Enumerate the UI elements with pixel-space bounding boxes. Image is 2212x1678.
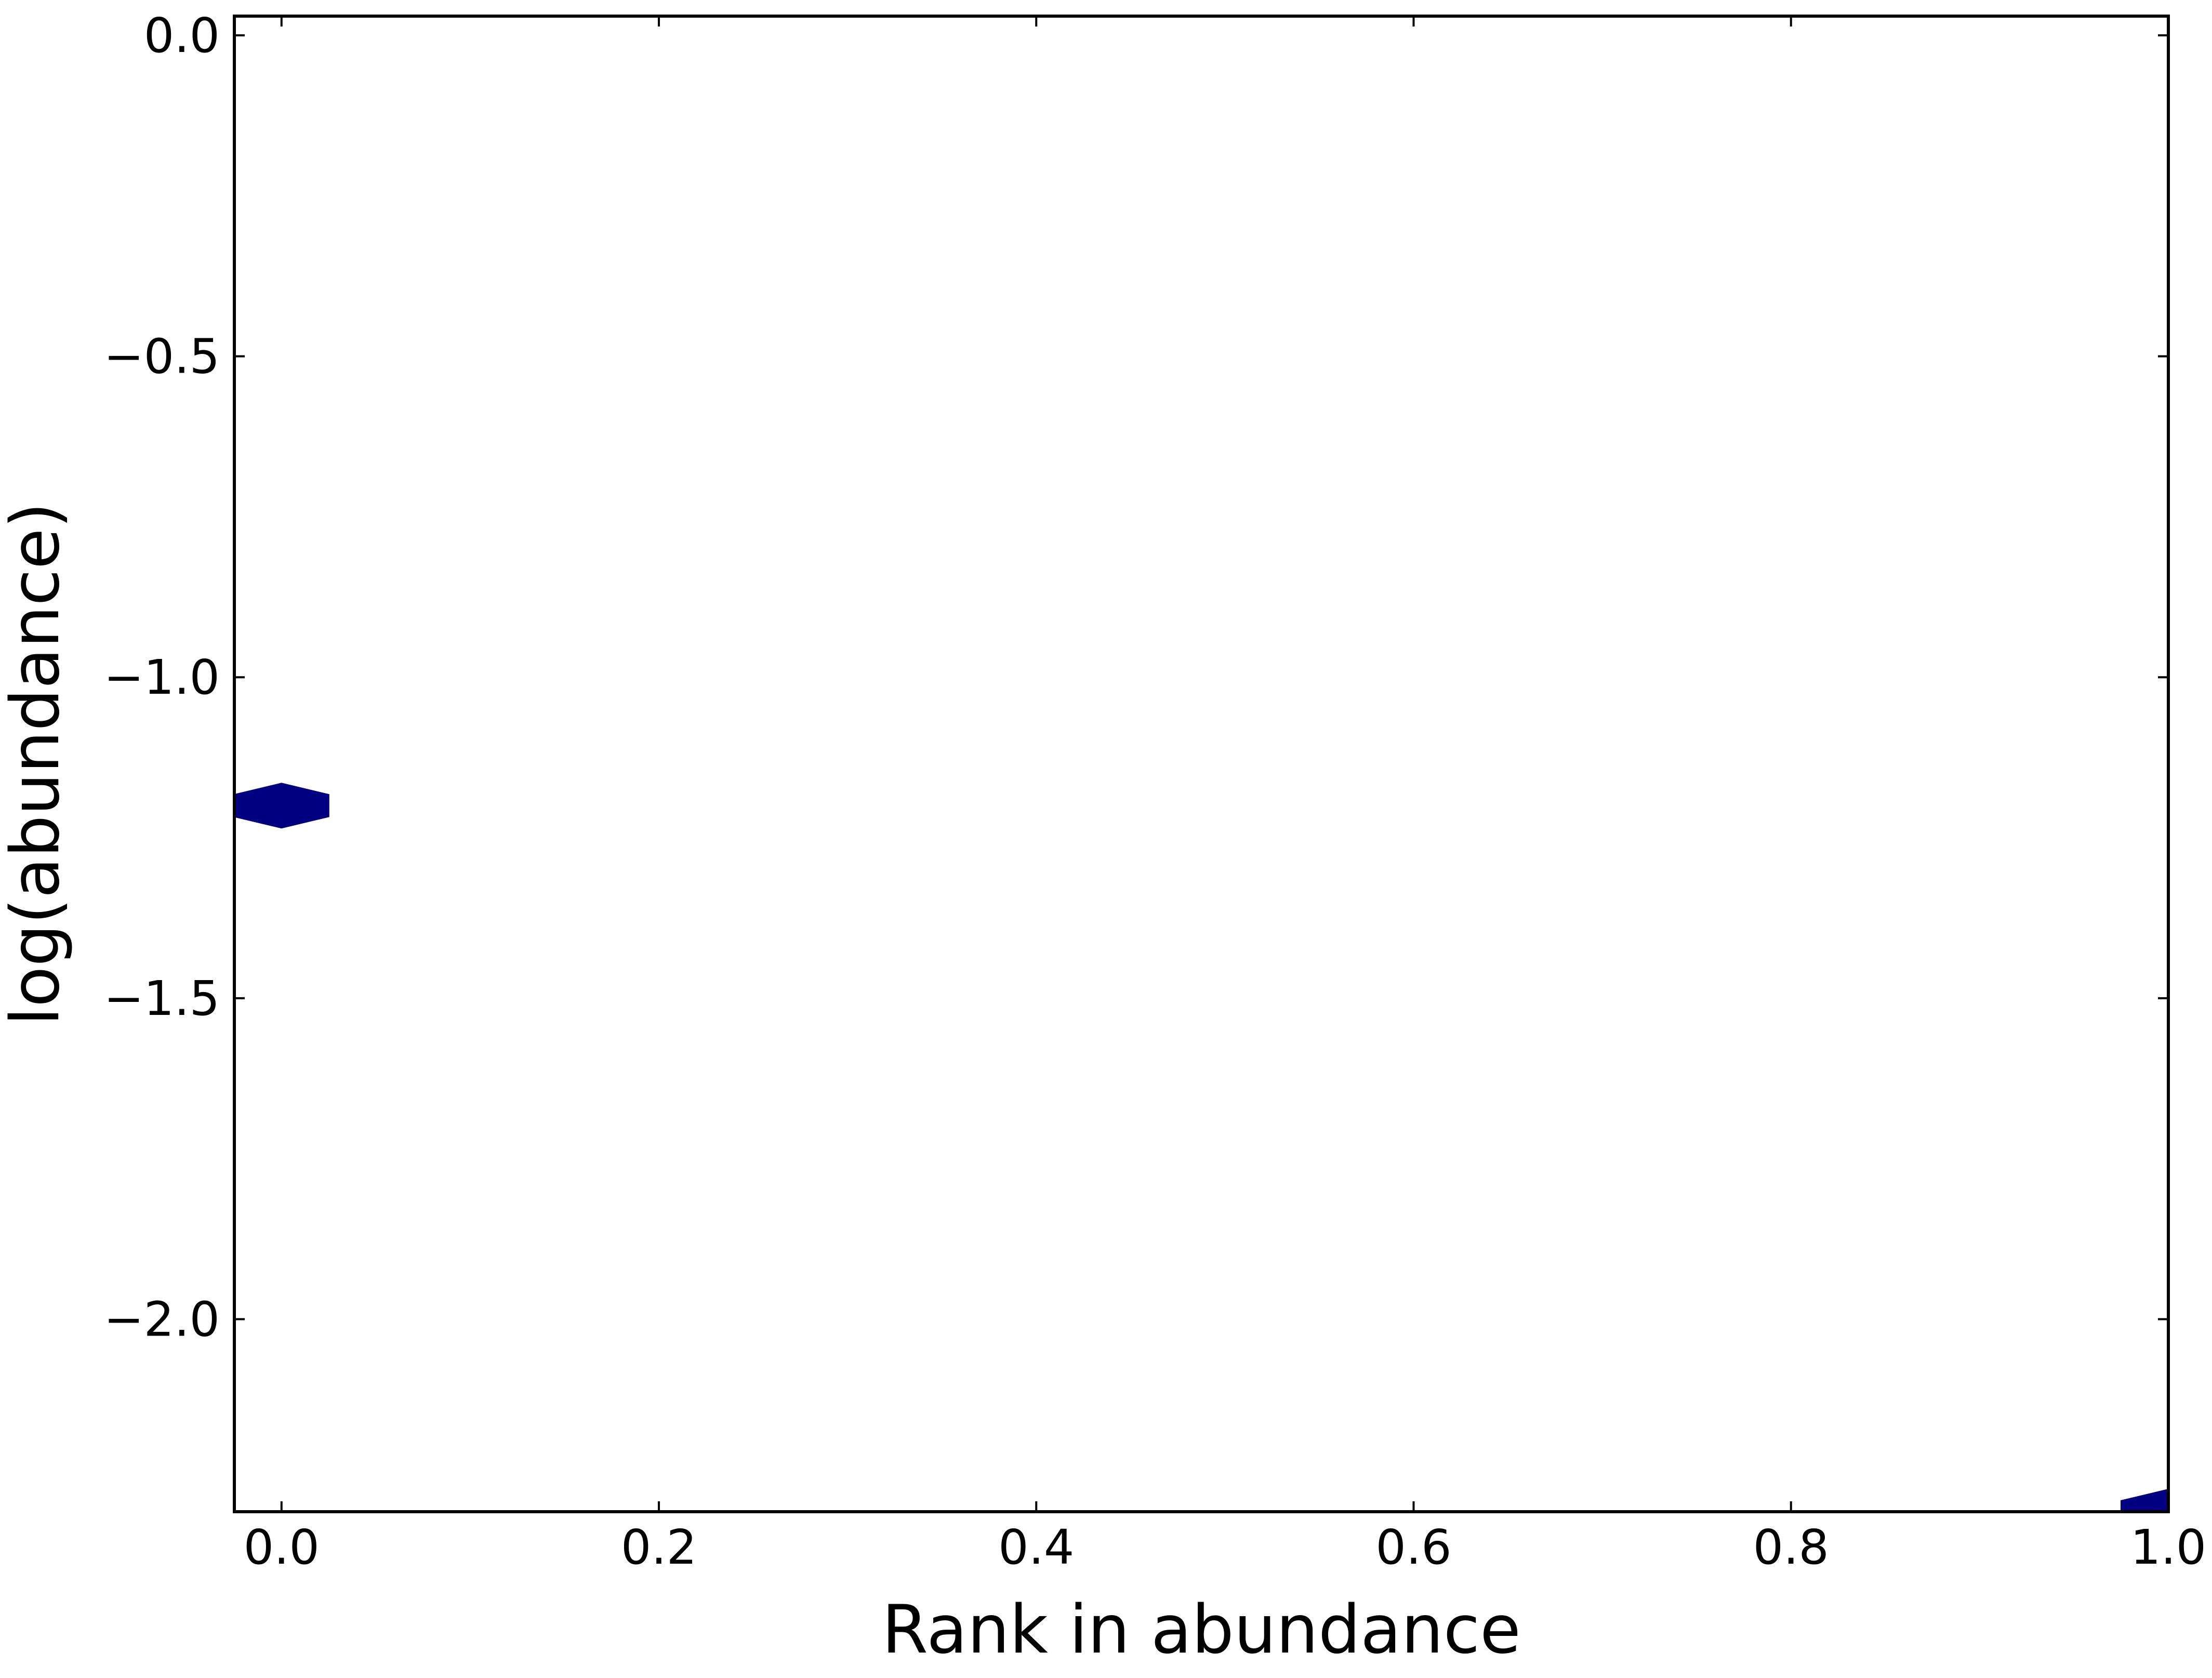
y-tick-label: 0.0 bbox=[144, 8, 220, 63]
y-tick-label: −1.5 bbox=[104, 971, 220, 1026]
hexbin-layer bbox=[234, 783, 2168, 1512]
plot-frame bbox=[233, 15, 2170, 1513]
y-tick-label: −2.0 bbox=[104, 1291, 220, 1347]
x-tick-label: 1.0 bbox=[2130, 1520, 2206, 1575]
x-tick-label: 0.8 bbox=[1753, 1520, 1829, 1575]
y-tick-label: −1.0 bbox=[104, 650, 220, 705]
x-tick-label: 0.2 bbox=[621, 1520, 697, 1575]
y-tick-label: −0.5 bbox=[104, 329, 220, 385]
hexbin-cell bbox=[234, 783, 329, 829]
y-axis-title: log(abundance) bbox=[0, 503, 74, 1026]
x-tick-label: 0.4 bbox=[998, 1520, 1074, 1575]
x-tick-label: 0.0 bbox=[244, 1520, 320, 1575]
x-tick-label: 0.6 bbox=[1375, 1520, 1451, 1575]
x-axis: 0.0 0.2 0.4 0.6 0.8 1.0 bbox=[244, 16, 2206, 1575]
y-axis: 0.0 −0.5 −1.0 −1.5 −2.0 bbox=[104, 8, 2168, 1347]
x-axis-title: Rank in abundance bbox=[882, 1591, 1521, 1669]
hexbin-cell bbox=[2121, 1489, 2168, 1512]
